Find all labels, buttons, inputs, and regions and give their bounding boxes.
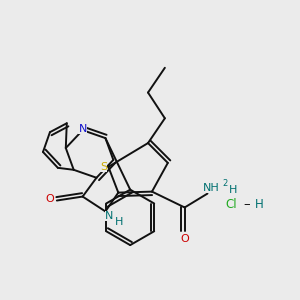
Text: N: N xyxy=(105,212,114,221)
Text: H: H xyxy=(115,217,124,227)
Text: S: S xyxy=(100,162,107,172)
Text: N: N xyxy=(78,124,87,134)
Text: NH: NH xyxy=(203,183,220,193)
Text: O: O xyxy=(46,194,54,203)
Text: Cl: Cl xyxy=(225,198,237,211)
Text: H: H xyxy=(229,184,237,195)
Text: O: O xyxy=(180,234,189,244)
Text: H: H xyxy=(255,198,263,211)
Text: 2: 2 xyxy=(223,179,228,188)
Text: –: – xyxy=(244,198,250,211)
